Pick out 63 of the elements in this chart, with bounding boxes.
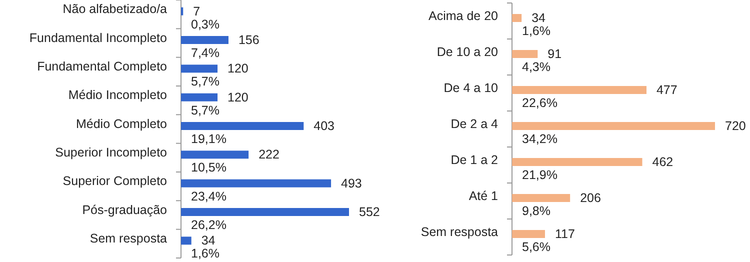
- data-label: 720: [725, 119, 746, 133]
- data-label: 117: [554, 227, 575, 241]
- y-tick-label: De 1 a 2: [450, 152, 498, 167]
- y-tick-label: Pós-graduação: [82, 202, 168, 217]
- bar: [181, 208, 349, 216]
- data-label: 7: [193, 4, 200, 18]
- data-label: 120: [228, 62, 248, 76]
- y-tick-label: Superior Incompleto: [55, 145, 168, 160]
- bar: [512, 14, 522, 22]
- annotation: 26,2%: [191, 218, 226, 232]
- bar: [181, 179, 332, 188]
- bar: [181, 236, 192, 245]
- annotation: 5,7%: [191, 103, 220, 118]
- annotation: 22,6%: [522, 96, 558, 110]
- data-label: 34: [532, 11, 546, 25]
- bar: [181, 36, 228, 44]
- y-tick-label: Superior Completo: [62, 174, 168, 188]
- bar: [181, 150, 249, 159]
- y-tick-label: Não alfabetizado/a: [62, 2, 168, 16]
- bar: [181, 64, 218, 73]
- y-tick-label: De 10 a 20: [436, 44, 498, 59]
- annotation: 1,6%: [191, 246, 220, 261]
- annotation: 34,2%: [522, 132, 558, 146]
- bar: [512, 50, 538, 58]
- bar: [512, 86, 646, 94]
- annotation: 10,5%: [191, 160, 226, 175]
- data-label: 222: [258, 148, 280, 162]
- bar: [512, 230, 545, 238]
- y-tick-label: Até 1: [468, 188, 498, 203]
- y-tick-label: Sem resposta: [90, 231, 168, 246]
- annotation: 21,9%: [522, 168, 558, 182]
- y-tick-label: Fundamental Incompleto: [29, 30, 168, 45]
- data-label: 91: [548, 47, 562, 61]
- y-tick-label: De 4 a 10: [444, 80, 498, 95]
- data-label: 462: [652, 155, 674, 169]
- data-label: 552: [359, 205, 380, 219]
- annotation: 23,4%: [191, 189, 226, 204]
- y-tick-label: Médio Incompleto: [68, 88, 168, 102]
- annotation: 1,6%: [522, 24, 550, 38]
- y-tick-label: Médio Completo: [76, 116, 168, 131]
- bar: [512, 194, 570, 202]
- data-label: 493: [341, 176, 362, 190]
- annotation: 5,6%: [522, 240, 550, 254]
- y-tick-label: Fundamental Completo: [37, 59, 168, 74]
- y-tick-label: Acima de 20: [428, 8, 498, 23]
- data-label: 120: [228, 90, 248, 104]
- data-label: 34: [201, 234, 216, 248]
- bar: [512, 122, 715, 130]
- bar: [181, 93, 218, 102]
- y-tick-label: Sem resposta: [420, 224, 498, 239]
- y-tick-label: De 2 a 4: [450, 116, 498, 131]
- bar: [181, 122, 304, 130]
- annotation: 7,4%: [191, 46, 220, 60]
- annotation: 5,7%: [191, 74, 220, 89]
- annotation: 9,8%: [522, 204, 550, 218]
- annotation: 4,3%: [522, 60, 550, 74]
- data-label: 206: [580, 191, 601, 205]
- data-label: 156: [238, 33, 260, 47]
- bar: [512, 158, 642, 166]
- data-label: 403: [314, 119, 335, 133]
- data-label: 477: [656, 83, 678, 97]
- annotation: 19,1%: [191, 132, 226, 146]
- annotation: 0,3%: [191, 17, 220, 32]
